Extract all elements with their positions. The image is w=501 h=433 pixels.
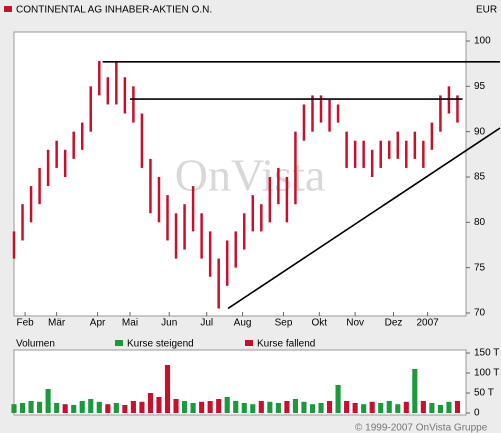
volume-bar <box>386 401 392 413</box>
volume-bar <box>62 404 68 413</box>
y-tick-label: 150 T <box>474 348 499 359</box>
legend-swatch <box>245 340 253 346</box>
volume-bar <box>378 403 384 413</box>
volume-bar <box>139 401 145 413</box>
volume-bar <box>403 401 409 413</box>
x-tick-label: Okt <box>312 318 328 329</box>
y-tick-label: 85 <box>474 172 486 183</box>
volume-bar <box>147 393 154 413</box>
volume-bar <box>207 401 213 413</box>
volume-bar <box>173 399 179 413</box>
currency: EUR <box>476 5 497 16</box>
volume-bar <box>105 404 111 413</box>
y-tick-label: 95 <box>474 81 486 92</box>
volume-bar <box>96 401 102 413</box>
volume-bar <box>429 403 435 413</box>
volume-bar <box>79 401 85 413</box>
volume-bar <box>216 399 222 413</box>
volume-bar <box>122 405 128 413</box>
volume-bar <box>11 404 17 413</box>
volume-bar <box>224 397 230 413</box>
volume-bar <box>130 401 136 413</box>
volume-bar <box>326 401 333 413</box>
volume-bar <box>420 401 426 413</box>
volume-bar <box>267 401 273 413</box>
volume-bar <box>250 404 256 413</box>
volume-bar <box>190 403 196 413</box>
price-plot <box>13 31 467 317</box>
x-tick-label: Feb <box>16 318 34 329</box>
volume-bar <box>344 401 350 413</box>
volume-bar <box>335 385 341 413</box>
volume-bar <box>113 403 119 413</box>
y-tick-label: 75 <box>474 262 486 273</box>
volume-bar <box>361 404 367 413</box>
volume-bar <box>71 405 77 413</box>
x-tick-label: Dez <box>385 318 403 329</box>
x-tick-label: Jul <box>200 318 213 329</box>
chart-title: CONTINENTAL AG INHABER-AKTIEN O.N. <box>16 5 212 16</box>
x-tick-label: Mai <box>122 318 138 329</box>
x-tick-label: 2007 <box>416 318 439 329</box>
volume-bar <box>88 399 94 413</box>
volume-bar <box>275 403 281 413</box>
volume-bar <box>233 401 239 413</box>
volume-bar <box>284 401 290 413</box>
volume-bar <box>352 403 358 413</box>
volume-bar <box>19 403 26 413</box>
volume-bar <box>258 401 264 413</box>
volume-bar <box>309 404 316 413</box>
volume-bar <box>199 401 205 413</box>
legend-label: Kurse fallend <box>257 339 315 350</box>
legend-label: Kurse steigend <box>127 339 194 350</box>
trendline <box>227 127 501 310</box>
volume-bar <box>37 401 43 413</box>
y-tick-label: 0 <box>474 408 480 419</box>
volume-bar <box>54 403 60 413</box>
x-tick-label: Mär <box>48 318 66 329</box>
x-tick-label: Aug <box>234 318 252 329</box>
y-tick-label: 50 T <box>474 388 494 399</box>
x-tick-label: Apr <box>90 318 106 329</box>
volume-bar <box>182 401 188 413</box>
y-tick-label: 70 <box>474 308 486 319</box>
x-tick-label: Jun <box>161 318 177 329</box>
volume-bar <box>156 397 162 413</box>
x-tick-label: Sep <box>275 318 293 329</box>
title-marker <box>4 6 12 12</box>
volume-bar <box>412 369 418 413</box>
y-tick-label: 90 <box>474 126 486 137</box>
y-tick-label: 100 T <box>474 368 499 379</box>
volume-bar <box>318 403 324 413</box>
volume-bar <box>454 401 461 413</box>
volume-bar <box>28 401 34 413</box>
volume-bar <box>395 404 401 413</box>
y-tick-label: 100 <box>474 36 491 47</box>
legend-swatch <box>115 340 123 346</box>
y-tick-label: 80 <box>474 217 486 228</box>
volume-bar <box>292 399 298 413</box>
volume-bar <box>437 405 443 413</box>
volume-bar <box>45 389 51 413</box>
volume-bar <box>164 365 171 413</box>
volume-bar <box>301 401 307 413</box>
volume-title: Volumen <box>16 339 55 350</box>
watermark: OnVista <box>175 150 326 201</box>
volume-bar <box>369 401 375 413</box>
volume-bar <box>446 401 452 413</box>
copyright: © 1999-2007 OnVista Gruppe <box>355 423 488 433</box>
x-tick-label: Nov <box>346 318 364 329</box>
volume-bar <box>241 403 247 413</box>
